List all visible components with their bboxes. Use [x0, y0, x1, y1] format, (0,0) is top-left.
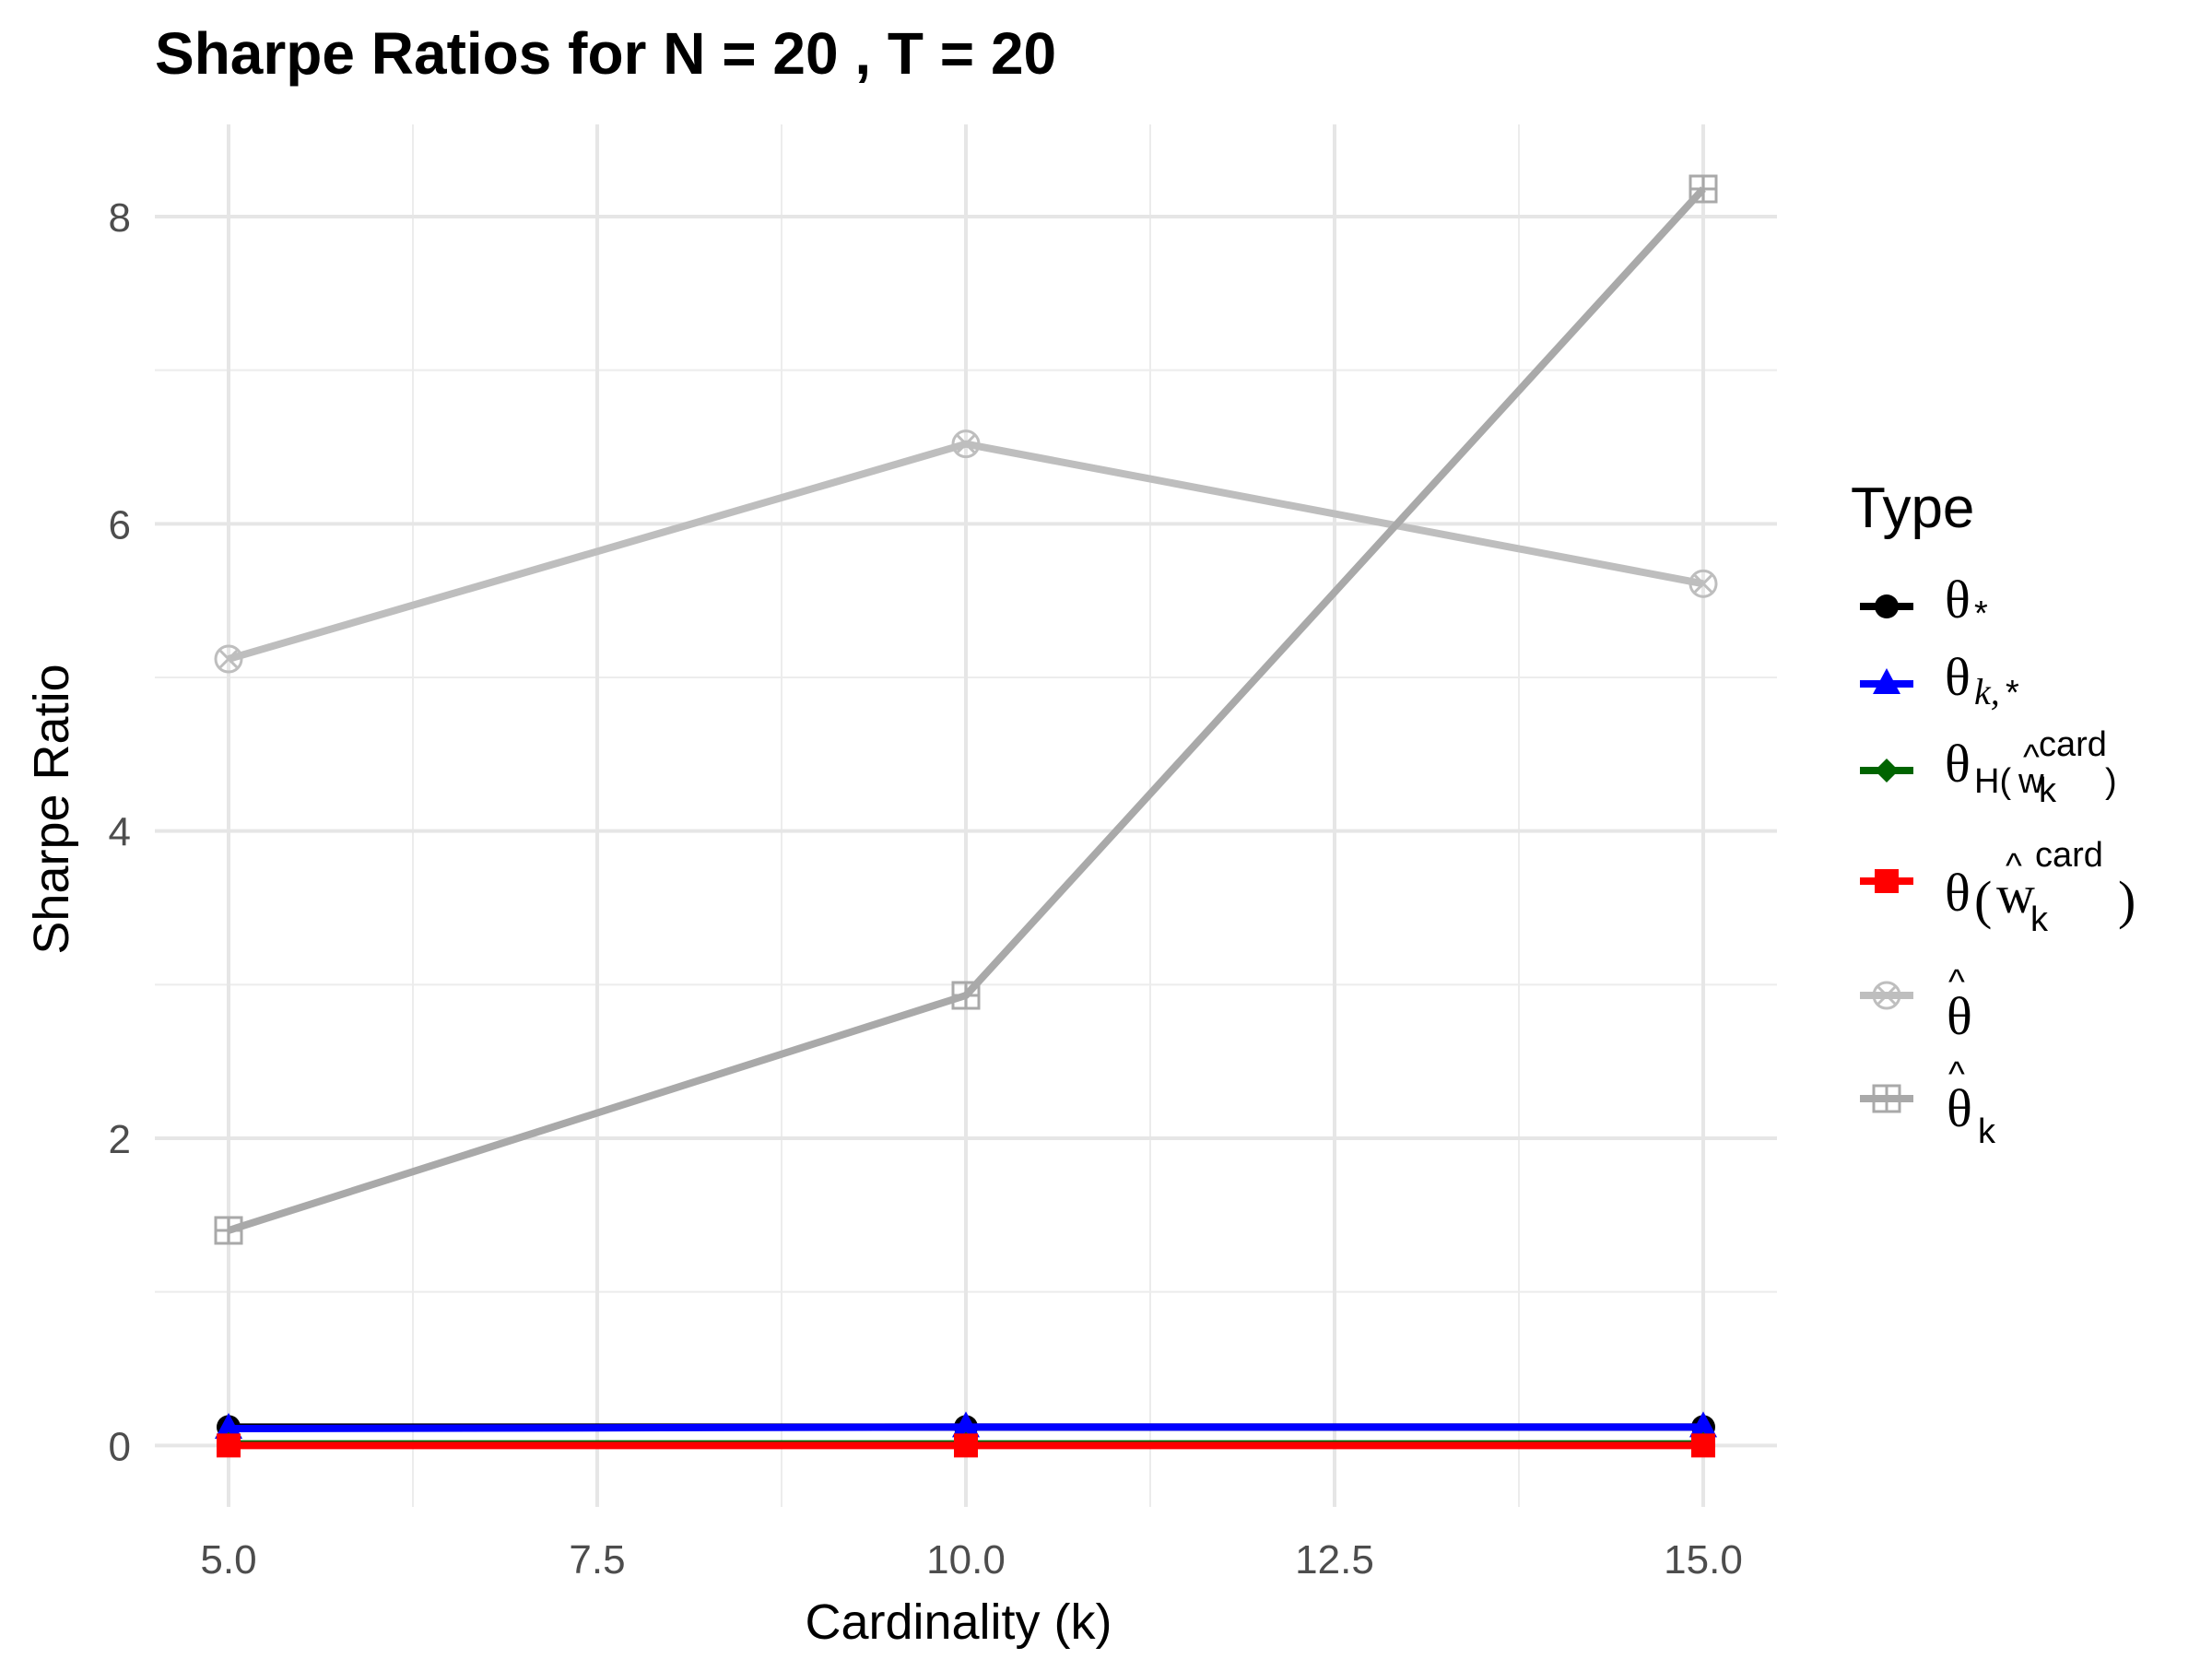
- svg-text:card: card: [2039, 725, 2107, 764]
- series-theta_hat_k: [214, 174, 1718, 1245]
- data-point-theta_hat: [214, 644, 243, 674]
- legend-key-theta_k_star: [1860, 668, 1913, 694]
- legend-label-theta-w-card: θ ( w ^ k card ): [1945, 836, 2136, 939]
- svg-text:k,: k,: [1974, 671, 2000, 712]
- svg-text:card: card: [2035, 836, 2103, 875]
- svg-text:*: *: [1974, 594, 1988, 633]
- x-axis-title: Cardinality (k): [805, 1594, 1112, 1650]
- svg-text:θ: θ: [1945, 734, 1971, 794]
- legend-key-marker: [1873, 668, 1900, 694]
- data-point-theta_w_card: [954, 1433, 978, 1458]
- svg-text:(: (: [1974, 870, 1992, 930]
- legend-label-theta-hat: θ ^: [1947, 963, 1972, 1046]
- svg-text:^: ^: [2023, 738, 2040, 777]
- y-tick-label: 4: [109, 810, 131, 855]
- svg-text:k: k: [2030, 900, 2049, 939]
- chart-title: Sharpe Ratios for N = 20 , T = 20: [155, 20, 1056, 87]
- legend-key-theta_w_card: [1860, 869, 1913, 893]
- legend-label-theta-k-star: θ k, *: [1945, 647, 2019, 712]
- data-point-theta_k_star: [952, 1411, 980, 1438]
- y-tick-label: 0: [109, 1424, 131, 1469]
- legend-key-marker: [1875, 759, 1899, 782]
- svg-text:^: ^: [1948, 963, 1965, 1002]
- x-tick-label: 7.5: [569, 1537, 625, 1583]
- legend-label-theta-h-w-card: θ H( w ^ k card ): [1945, 725, 2117, 810]
- svg-text:θ: θ: [1945, 647, 1971, 707]
- x-tick-label: 12.5: [1295, 1537, 1374, 1583]
- legend-keys: [1860, 594, 1913, 1113]
- legend-key-theta_hat_k: [1860, 1084, 1913, 1113]
- data-point-theta_hat_k: [1688, 174, 1718, 204]
- legend-title: Type: [1851, 477, 1974, 540]
- svg-text:θ: θ: [1945, 570, 1971, 629]
- svg-text:θ: θ: [1947, 986, 1972, 1046]
- y-tick-label: 2: [109, 1117, 131, 1162]
- data-point-theta_w_card: [217, 1433, 241, 1458]
- legend-key-marker: [1875, 594, 1899, 618]
- series-theta_hat: [214, 429, 1718, 674]
- x-tick-label: 15.0: [1664, 1537, 1743, 1583]
- legend-key-theta_H_w_card: [1860, 759, 1913, 782]
- legend-key-theta_star: [1860, 594, 1913, 618]
- y-tick-labels: 0 2 4 6 8: [109, 195, 131, 1469]
- series-layer: [214, 174, 1718, 1458]
- svg-text:^: ^: [2006, 847, 2022, 886]
- x-tick-label: 5.0: [200, 1537, 256, 1583]
- svg-text:): ): [2118, 870, 2136, 930]
- series-theta_k_star: [215, 1411, 1717, 1439]
- svg-text:w: w: [1996, 865, 2035, 924]
- y-axis-title: Sharpe Ratio: [24, 664, 79, 954]
- data-point-theta_w_card: [1691, 1433, 1715, 1458]
- legend-key-marker: [1872, 981, 1901, 1010]
- legend-key-theta_hat: [1860, 981, 1913, 1010]
- data-point-theta_k_star: [215, 1413, 242, 1439]
- legend-key-marker: [1872, 1084, 1901, 1113]
- data-point-theta_k_star: [1689, 1411, 1717, 1438]
- legend-label-theta-star: θ *: [1945, 570, 1988, 633]
- svg-text:k: k: [2039, 771, 2057, 810]
- svg-text:k: k: [1978, 1112, 1996, 1151]
- x-tick-labels: 5.0 7.5 10.0 12.5 15.0: [200, 1537, 1742, 1583]
- legend: Type θ * θ k, * θ H( w ^ k card ) θ ( w …: [1851, 477, 2136, 1151]
- data-point-theta_hat_k: [214, 1216, 243, 1245]
- y-tick-label: 6: [109, 502, 131, 547]
- x-tick-label: 10.0: [926, 1537, 1006, 1583]
- data-point-theta_hat: [1688, 569, 1718, 598]
- svg-text:θ: θ: [1945, 863, 1971, 923]
- series-theta_w_card: [217, 1433, 1715, 1458]
- svg-text:^: ^: [1948, 1055, 1965, 1094]
- y-tick-label: 8: [109, 195, 131, 241]
- data-point-theta_hat: [951, 429, 981, 459]
- svg-text:w: w: [2018, 762, 2044, 801]
- svg-text:θ: θ: [1947, 1078, 1972, 1138]
- data-point-theta_hat_k: [951, 981, 981, 1010]
- svg-text:): ): [2105, 762, 2117, 801]
- svg-text:*: *: [2006, 674, 2019, 712]
- svg-text:H(: H(: [1974, 762, 2011, 801]
- legend-label-theta-hat-k: θ ^ k: [1947, 1055, 1996, 1151]
- grid-major: [155, 124, 1777, 1507]
- legend-key-marker: [1875, 869, 1899, 893]
